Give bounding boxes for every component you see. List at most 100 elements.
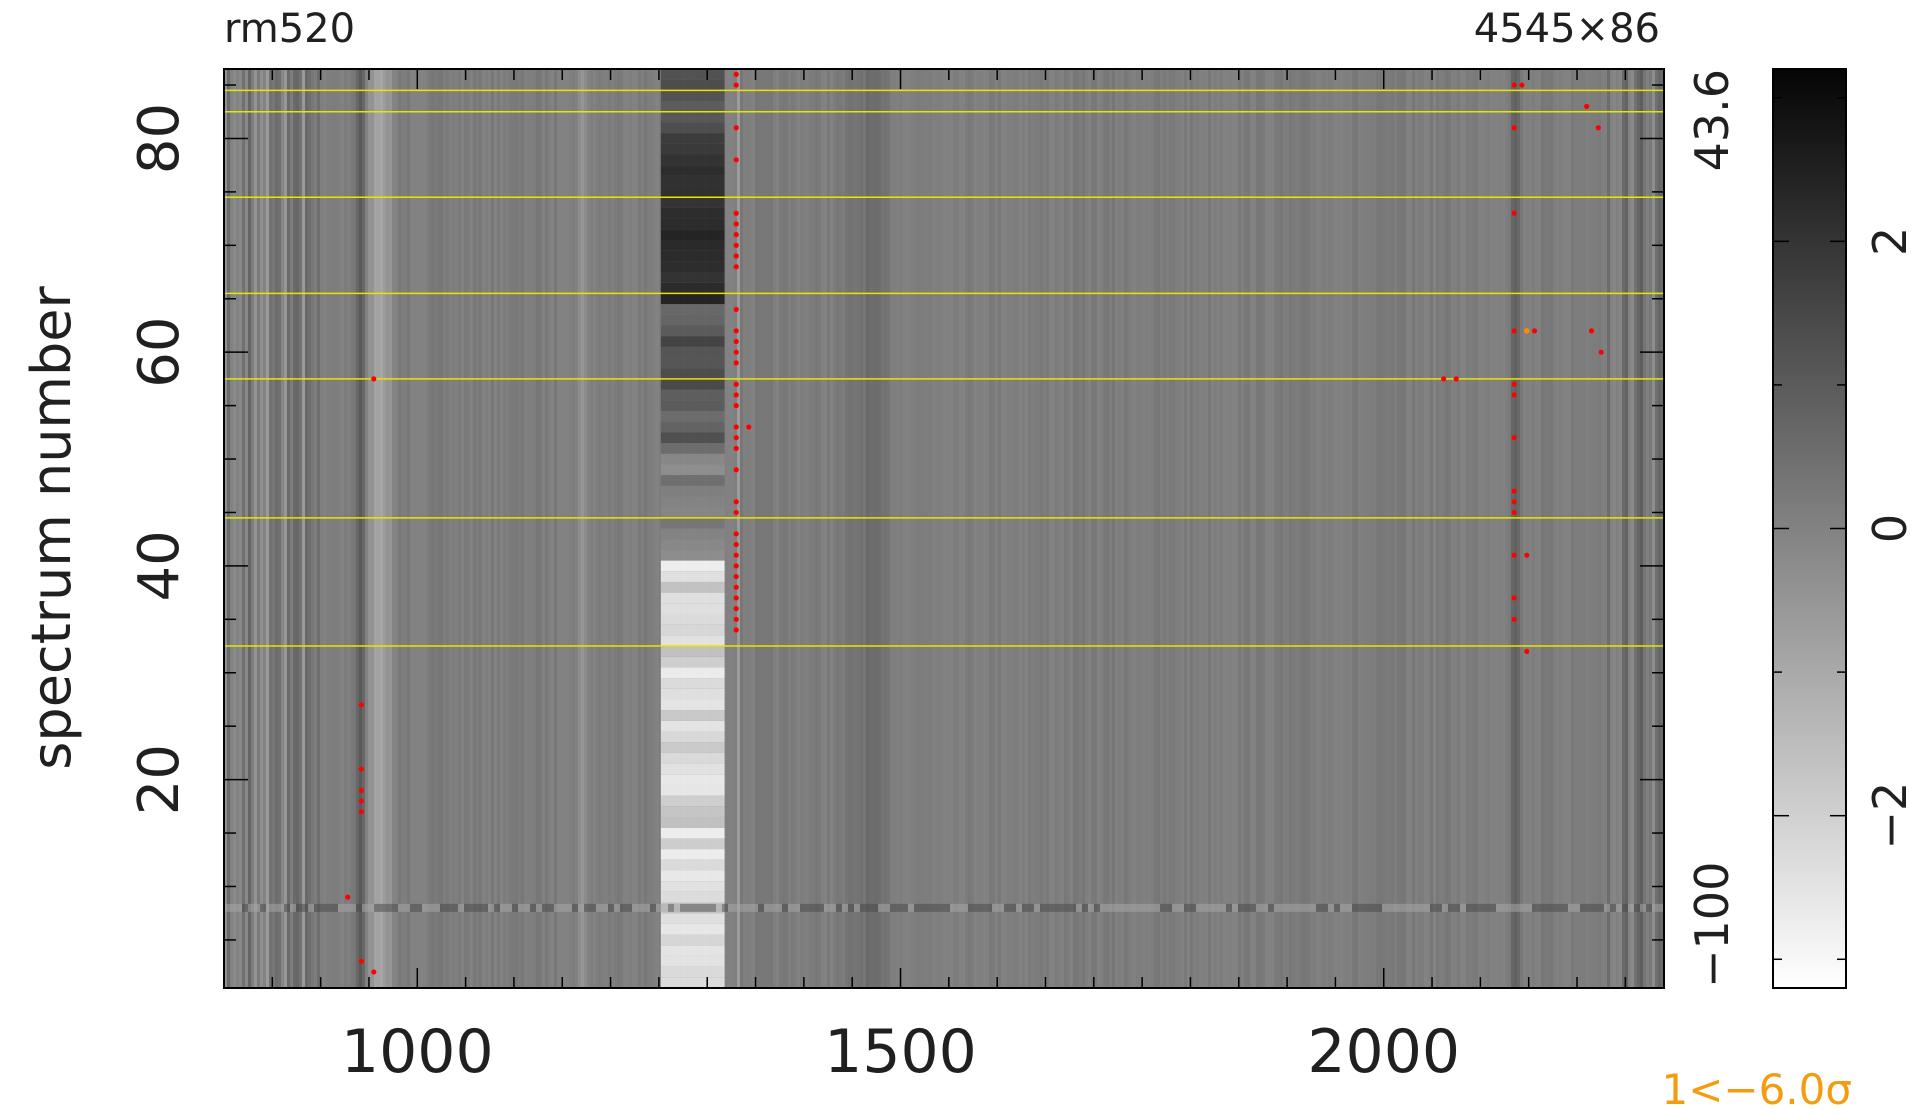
- flag-point: [733, 210, 739, 216]
- heatmap-column: [1652, 69, 1655, 988]
- flag-point: [733, 392, 739, 398]
- heatmap-column: [737, 69, 740, 988]
- heatmap-noise-cell: [974, 903, 980, 912]
- heatmap-feature-cell: [660, 774, 725, 785]
- colorbar-tick-label: −2: [1863, 782, 1917, 850]
- heatmap-column: [734, 69, 737, 988]
- heatmap-noise-cell: [596, 903, 602, 912]
- heatmap-noise-cell: [1658, 903, 1664, 912]
- heatmap-feature-cell: [660, 817, 725, 828]
- heatmap-column: [1544, 69, 1547, 988]
- flag-point: [733, 264, 739, 270]
- heatmap-column: [1325, 69, 1328, 988]
- flag-point: [1511, 381, 1517, 387]
- heatmap-column: [845, 69, 848, 988]
- heatmap-column: [1166, 69, 1169, 988]
- heatmap-noise-cell: [1604, 903, 1610, 912]
- heatmap-column: [485, 69, 488, 988]
- heatmap-column: [1400, 69, 1403, 988]
- heatmap-noise-cell: [518, 903, 524, 912]
- heatmap-column: [323, 69, 326, 988]
- heatmap-column: [1661, 69, 1664, 988]
- heatmap-column: [1442, 69, 1445, 988]
- heatmap-column: [389, 69, 392, 988]
- heatmap-noise-cell: [1232, 903, 1238, 912]
- heatmap-noise-cell: [1112, 903, 1118, 912]
- heatmap-noise-cell: [638, 903, 644, 912]
- heatmap-column: [1397, 69, 1400, 988]
- flag-point: [1511, 552, 1517, 558]
- flag-point: [733, 424, 739, 430]
- heatmap-noise-cell: [1142, 903, 1148, 912]
- heatmap-column: [1073, 69, 1076, 988]
- heatmap-column: [407, 69, 410, 988]
- heatmap-feature-cell: [660, 111, 725, 123]
- heatmap-noise-cell: [1376, 903, 1382, 912]
- heatmap-column: [1394, 69, 1397, 988]
- heatmap-feature-cell: [660, 410, 725, 422]
- right-axis-bottom-label: −100: [1685, 862, 1739, 988]
- heatmap-column: [965, 69, 968, 988]
- flag-point: [746, 424, 752, 430]
- heatmap-noise-cell: [926, 903, 932, 912]
- heatmap-feature-cell: [660, 475, 725, 486]
- heatmap-column: [284, 69, 287, 988]
- heatmap-column: [1220, 69, 1223, 988]
- heatmap-feature-cell: [660, 955, 725, 967]
- heatmap-column: [1085, 69, 1088, 988]
- heatmap-noise-cell: [1454, 903, 1460, 912]
- heatmap-noise-cell: [932, 903, 938, 912]
- heatmap-noise-cell: [1622, 903, 1628, 912]
- flag-point: [733, 573, 739, 580]
- heatmap-column: [860, 69, 863, 988]
- heatmap-noise-cell: [1352, 903, 1358, 912]
- heatmap-column: [551, 69, 554, 988]
- heatmap-noise-cell: [986, 903, 992, 912]
- heatmap-column: [1124, 69, 1127, 988]
- heatmap-column: [1301, 69, 1304, 988]
- flag-point: [1511, 125, 1517, 131]
- heatmap-noise-cell: [1358, 903, 1364, 912]
- heatmap-column: [476, 69, 479, 988]
- flag-point: [1511, 328, 1517, 334]
- heatmap-noise-cell: [224, 903, 230, 912]
- right-axis-top-label: 43.6: [1685, 69, 1739, 171]
- heatmap-column: [542, 69, 545, 988]
- heatmap-noise-cell: [1136, 903, 1142, 912]
- flag-point: [733, 71, 739, 77]
- heatmap-column: [1199, 69, 1202, 988]
- flag-point: [733, 232, 739, 238]
- heatmap-column: [1469, 69, 1472, 988]
- heatmap-noise-cell: [1406, 903, 1412, 912]
- heatmap-noise-cell: [494, 903, 500, 912]
- heatmap-feature-cell: [660, 154, 725, 166]
- heatmap-noise-cell: [800, 903, 806, 912]
- heatmap-column: [1448, 69, 1451, 988]
- flag-markers: [345, 71, 1604, 975]
- heatmap-feature-cell: [660, 218, 725, 230]
- heatmap-column: [533, 69, 536, 988]
- heatmap-column: [293, 69, 296, 988]
- heatmap-noise-cell: [416, 903, 422, 912]
- heatmap-column: [371, 69, 374, 988]
- heatmap-noise-cell: [1082, 903, 1088, 912]
- heatmap-noise-cell: [1004, 903, 1010, 912]
- heatmap-column: [1514, 69, 1517, 988]
- heatmap-noise-cell: [1556, 903, 1562, 912]
- heatmap-column: [1385, 69, 1388, 988]
- flag-point: [1511, 210, 1517, 216]
- heatmap-noise-cell: [1094, 903, 1100, 912]
- heatmap-column: [1592, 69, 1595, 988]
- heatmap-noise-cell: [764, 903, 770, 912]
- flag-point: [1524, 552, 1530, 558]
- heatmap-column: [854, 69, 857, 988]
- heatmap-column: [239, 69, 242, 988]
- heatmap-noise-cell: [644, 903, 650, 912]
- heatmap-column: [1415, 69, 1418, 988]
- heatmap-noise-cell: [1436, 903, 1442, 912]
- heatmap-noise-cell: [896, 903, 902, 912]
- heatmap-column: [923, 69, 926, 988]
- heatmap-column: [1280, 69, 1283, 988]
- heatmap-noise-cell: [1328, 903, 1334, 912]
- heatmap-noise-cell: [1424, 903, 1430, 912]
